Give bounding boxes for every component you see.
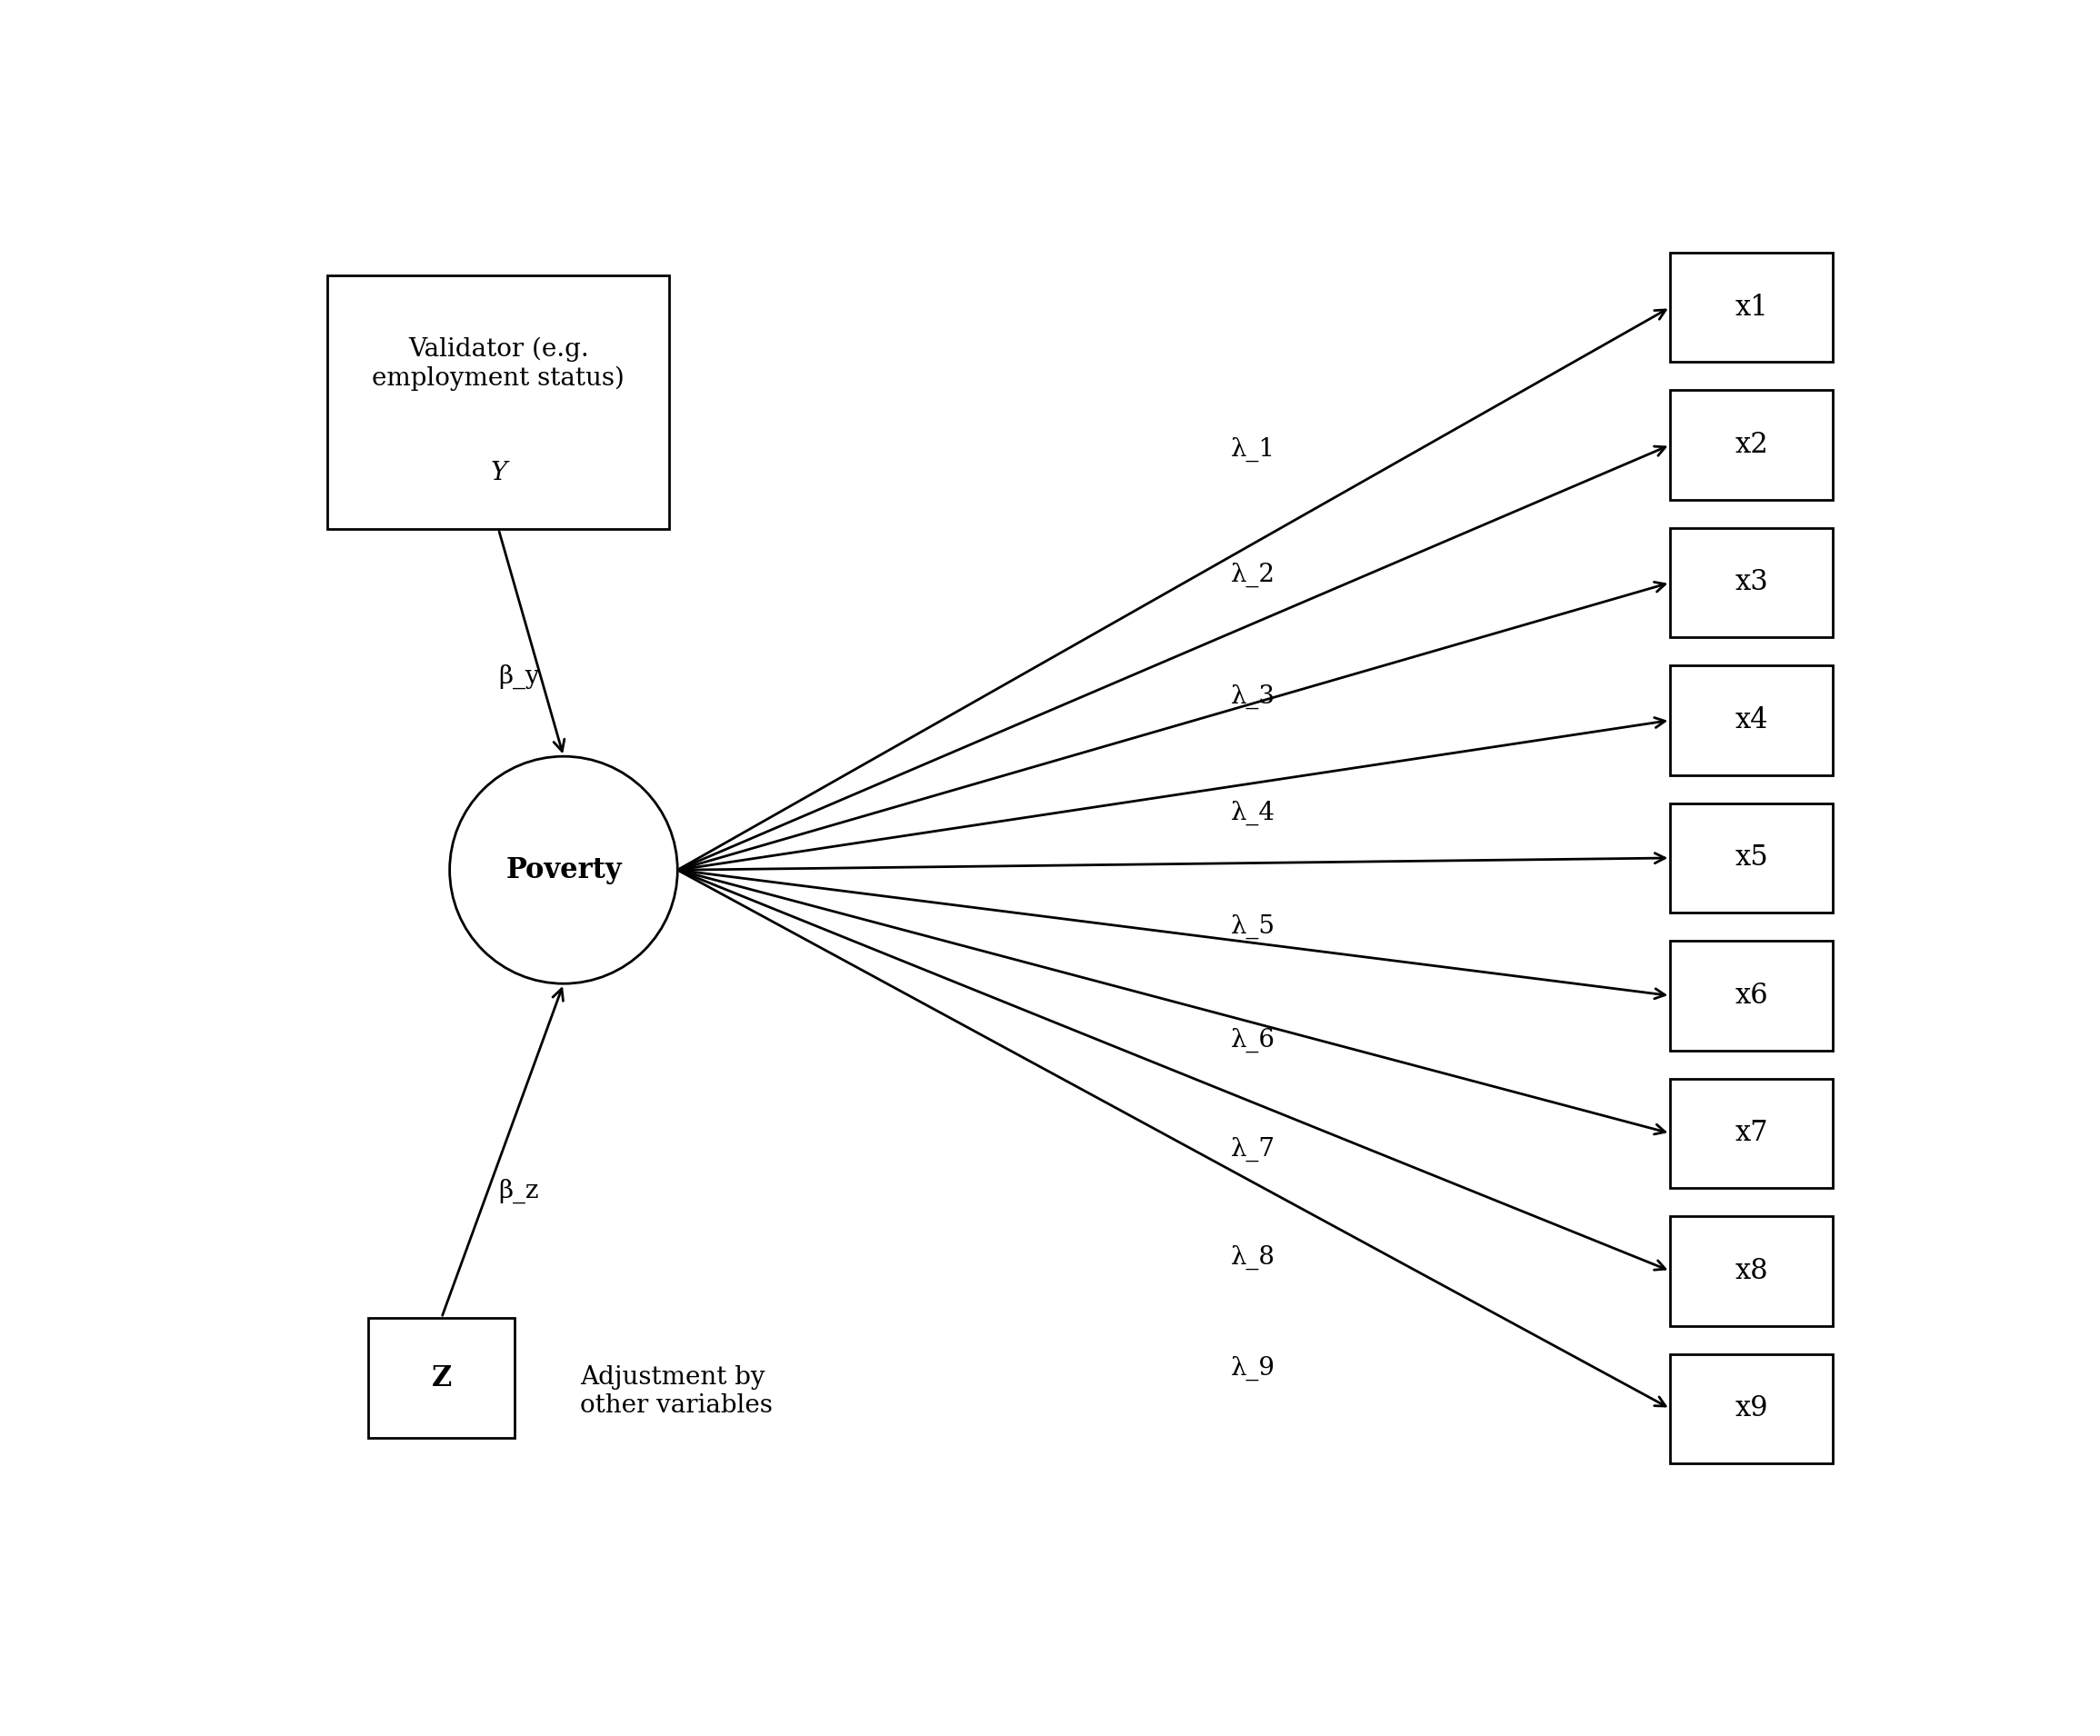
Text: Y: Y [489, 462, 506, 486]
Text: λ_7: λ_7 [1231, 1137, 1275, 1161]
Bar [1670, 804, 1833, 913]
Text: Poverty: Poverty [506, 856, 622, 884]
Text: λ_5: λ_5 [1231, 913, 1275, 939]
Text: β_y: β_y [498, 663, 540, 689]
Text: x7: x7 [1735, 1120, 1768, 1147]
Bar [1670, 391, 1833, 500]
Text: x1: x1 [1735, 293, 1768, 321]
Text: λ_1: λ_1 [1231, 436, 1275, 462]
Text: Z: Z [430, 1364, 451, 1392]
Bar [1670, 1217, 1833, 1326]
Bar [1670, 665, 1833, 774]
Text: λ_3: λ_3 [1231, 684, 1275, 708]
Bar [1670, 1078, 1833, 1187]
Text: x2: x2 [1735, 431, 1768, 458]
Bar [368, 1318, 514, 1437]
Text: λ_2: λ_2 [1231, 562, 1275, 587]
Text: x5: x5 [1735, 844, 1768, 871]
Bar [1670, 1354, 1833, 1463]
Text: λ_6: λ_6 [1231, 1028, 1275, 1052]
Text: x6: x6 [1735, 981, 1768, 1010]
Bar [328, 276, 670, 529]
Bar [1670, 252, 1833, 363]
Text: Validator (e.g.
employment status): Validator (e.g. employment status) [372, 337, 626, 391]
Bar [1670, 528, 1833, 637]
Bar [1670, 941, 1833, 1050]
Text: λ_4: λ_4 [1231, 800, 1275, 825]
Text: x4: x4 [1735, 707, 1768, 734]
Text: β_z: β_z [498, 1179, 540, 1203]
Text: x8: x8 [1735, 1257, 1768, 1285]
Text: λ_9: λ_9 [1231, 1356, 1275, 1380]
Text: x3: x3 [1735, 568, 1768, 597]
Text: Adjustment by
other variables: Adjustment by other variables [580, 1364, 773, 1418]
Text: x9: x9 [1735, 1394, 1768, 1424]
Ellipse shape [449, 757, 678, 984]
Text: λ_8: λ_8 [1231, 1245, 1275, 1271]
